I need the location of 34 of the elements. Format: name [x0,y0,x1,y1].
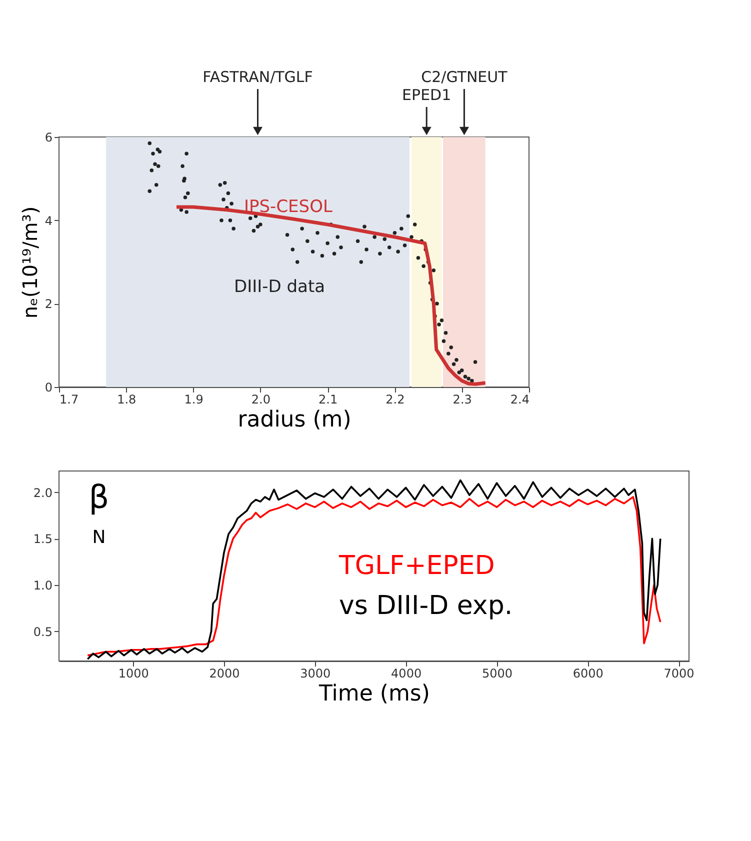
y-axis-title: βN [88,478,110,548]
x-tick-label: 2.4 [510,392,530,406]
series-label: DIII-D data [234,277,326,297]
text: vs DIII-D exp. [339,591,513,621]
y-tick-label: 1.5 [33,532,52,546]
band-label: FASTRAN/TGLF [202,68,313,86]
y-tick-label: 1.0 [33,578,52,592]
x-tick-label: 4000 [391,666,422,680]
x-tick-label: 5000 [482,666,512,680]
x-tick-label: 2000 [209,666,240,680]
series-label: IPS-CESOL [244,197,333,217]
x-tick-label: 2.2 [386,392,405,406]
y-tick-label: 0 [44,380,52,394]
x-tick-label: 1.9 [184,392,204,406]
y-tick-label: 4 [44,214,52,228]
y-tick-label: 2.0 [33,486,52,500]
y-tick-label: 2 [44,297,52,312]
series-label: TGLF+EPED [338,551,495,581]
x-axis-title: Time (ms) [318,682,430,706]
y-axis-title: nₑ(10¹⁹/m³) [18,206,42,319]
band-label: EPED1 [402,86,452,104]
x-tick-label: 2.1 [318,392,338,406]
x-tick-label: 2.3 [452,392,472,406]
x-tick-label: 7000 [664,666,694,680]
band-label: C2/GTNEUT [421,68,508,86]
x-tick-label: 3000 [300,666,331,680]
x-tick-label: 1.7 [60,392,79,406]
x-tick-label: 2.0 [251,392,270,406]
x-tick-label: 1000 [118,666,149,680]
y-tick-label: 6 [44,130,52,144]
x-axis-title: radius (m) [238,408,352,432]
x-tick-label: 6000 [572,666,604,680]
y-tick-label: 0.5 [33,624,52,639]
x-tick-label: 1.8 [117,392,136,406]
